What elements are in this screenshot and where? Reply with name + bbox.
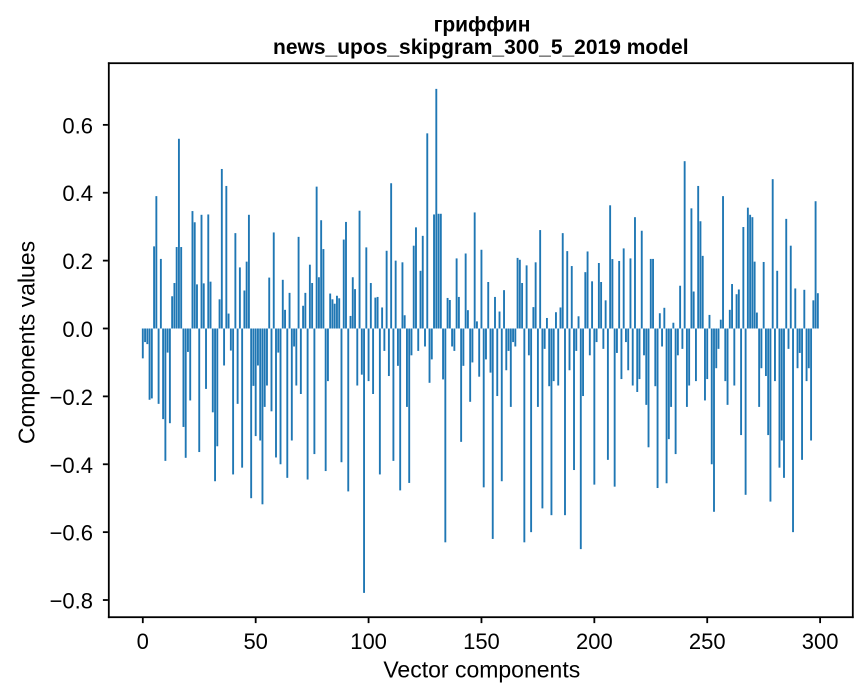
svg-text:0.2: 0.2 xyxy=(62,249,93,274)
svg-text:50: 50 xyxy=(243,629,267,654)
svg-text:300: 300 xyxy=(802,629,839,654)
svg-text:Components values: Components values xyxy=(14,241,40,444)
svg-text:Vector components: Vector components xyxy=(383,657,580,683)
svg-text:−0.6: −0.6 xyxy=(50,521,93,546)
svg-text:news_upos_skipgram_300_5_2019: news_upos_skipgram_300_5_2019 model xyxy=(273,36,689,59)
svg-text:0: 0 xyxy=(137,629,149,654)
svg-text:гриффин: гриффин xyxy=(434,13,531,36)
svg-text:0.6: 0.6 xyxy=(62,113,93,138)
svg-text:0.4: 0.4 xyxy=(62,181,93,206)
svg-text:−0.2: −0.2 xyxy=(50,385,93,410)
svg-text:−0.4: −0.4 xyxy=(50,453,93,478)
svg-text:0.0: 0.0 xyxy=(62,317,93,342)
svg-text:−0.8: −0.8 xyxy=(50,589,93,614)
svg-text:150: 150 xyxy=(463,629,500,654)
svg-text:200: 200 xyxy=(576,629,613,654)
svg-text:250: 250 xyxy=(689,629,726,654)
svg-text:100: 100 xyxy=(350,629,387,654)
